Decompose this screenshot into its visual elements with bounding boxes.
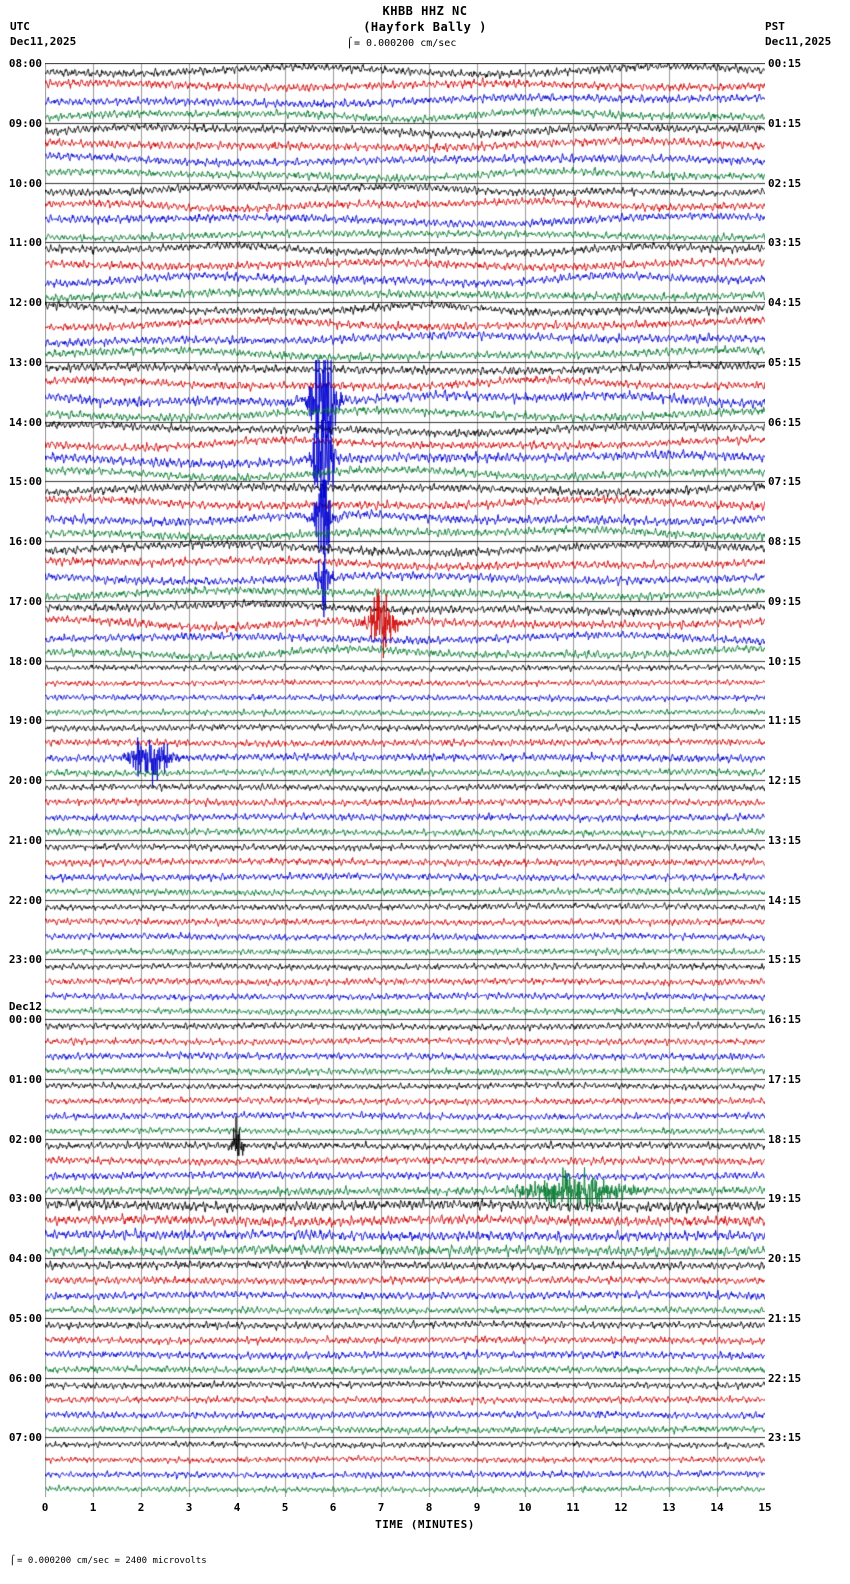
- left-time-label: 01:00: [8, 1072, 42, 1086]
- left-date-label: Dec11,2025: [10, 35, 77, 48]
- right-time-label: 18:15: [768, 1132, 802, 1146]
- left-time-label: 20:00: [8, 774, 42, 787]
- left-time-label: 13:00: [8, 355, 42, 369]
- x-tick-label: 4: [233, 1501, 241, 1514]
- right-time-label: 15:15: [768, 953, 802, 967]
- seismogram-plot: [45, 63, 765, 1497]
- x-tick-label: 9: [473, 1501, 481, 1514]
- scale-legend-text: = 0.000200 cm/sec: [354, 38, 457, 49]
- x-tick-label: 1: [89, 1501, 97, 1514]
- x-axis-title: TIME (MINUTES): [375, 1518, 475, 1531]
- right-time-label: 17:15: [768, 1072, 802, 1086]
- station-title: KHBB HHZ NC: [382, 4, 468, 18]
- seismogram-canvas: [45, 63, 765, 1497]
- i-bar-icon: ⌠: [9, 1556, 16, 1566]
- left-time-label: 21:00: [8, 833, 42, 847]
- x-tick-label: 2: [137, 1501, 145, 1514]
- right-time-label: 10:15: [768, 654, 802, 668]
- left-time-label: 00:00: [8, 1013, 42, 1026]
- right-time-label: 03:15: [768, 236, 802, 250]
- right-time-label: 08:15: [768, 535, 802, 548]
- left-time-label: 22:00: [8, 893, 42, 907]
- right-time-label: 00:15: [768, 57, 802, 70]
- right-time-label: 04:15: [768, 296, 802, 309]
- left-time-label: 17:00: [8, 594, 42, 608]
- left-time-label: 23:00: [8, 953, 42, 967]
- right-timezone-label: PST: [765, 20, 785, 33]
- x-tick-label: 8: [425, 1501, 433, 1514]
- right-time-label: 06:15: [768, 415, 802, 429]
- left-time-label: 16:00: [8, 535, 42, 548]
- right-time-label: 23:15: [768, 1431, 802, 1445]
- footer-scale: ⌠ = 0.000200 cm/sec = 2400 microvolts: [8, 1556, 207, 1566]
- right-time-label: 02:15: [768, 176, 802, 190]
- right-time-label: 14:15: [768, 893, 802, 907]
- day-change-label: Dec12: [8, 1000, 42, 1013]
- right-time-label: 05:15: [768, 355, 802, 369]
- station-subtitle: (Hayfork Bally ): [363, 20, 487, 34]
- left-time-label: 06:00: [8, 1371, 42, 1385]
- scale-legend: ⌠I= 0.000200 cm/sec: [345, 38, 456, 49]
- x-tick-label: 3: [185, 1501, 193, 1514]
- left-time-label: 02:00: [8, 1132, 42, 1146]
- left-time-label: 15:00: [8, 475, 42, 489]
- left-time-label: 08:00: [8, 57, 42, 70]
- right-time-label: 01:15: [768, 116, 802, 130]
- i-bar-icon: ⌠I: [346, 38, 353, 49]
- left-time-label: 12:00: [8, 296, 42, 309]
- x-tick-label: 7: [377, 1501, 385, 1514]
- right-time-label: 13:15: [768, 833, 802, 847]
- right-time-label: 16:15: [768, 1013, 802, 1026]
- left-time-label: 14:00: [8, 415, 42, 429]
- left-time-label: 04:00: [8, 1252, 42, 1265]
- right-time-label: 09:15: [768, 594, 802, 608]
- x-tick-label: 15: [758, 1501, 772, 1514]
- left-time-label: 19:00: [8, 714, 42, 728]
- x-tick-label: 6: [329, 1501, 337, 1514]
- right-time-label: 19:15: [768, 1192, 802, 1206]
- x-tick-label: 11: [566, 1501, 580, 1514]
- right-time-label: 11:15: [768, 714, 802, 728]
- right-date-label: Dec11,2025: [765, 35, 832, 48]
- footer-scale-text: = 0.000200 cm/sec = 2400 microvolts: [17, 1556, 207, 1566]
- x-tick-label: 10: [518, 1501, 532, 1514]
- x-tick-label: 12: [614, 1501, 628, 1514]
- left-timezone-label: UTC: [10, 20, 30, 33]
- left-time-label: 03:00: [8, 1192, 42, 1206]
- left-time-label: 18:00: [8, 654, 42, 668]
- x-tick-label: 5: [281, 1501, 289, 1514]
- right-time-label: 12:15: [768, 774, 802, 787]
- chart-header: KHBB HHZ NC (Hayfork Bally ) UTC Dec11,2…: [0, 0, 850, 60]
- right-time-label: 07:15: [768, 475, 802, 489]
- left-time-label: 10:00: [8, 176, 42, 190]
- left-time-label: 11:00: [8, 236, 42, 250]
- x-tick-label: 0: [41, 1501, 49, 1514]
- right-time-label: 22:15: [768, 1371, 802, 1385]
- right-time-label: 20:15: [768, 1252, 802, 1265]
- right-time-label: 21:15: [768, 1311, 802, 1325]
- left-time-label: 05:00: [8, 1311, 42, 1325]
- x-tick-label: 14: [710, 1501, 724, 1514]
- x-tick-label: 13: [662, 1501, 676, 1514]
- left-time-label: 09:00: [8, 116, 42, 130]
- left-time-label: 07:00: [8, 1431, 42, 1445]
